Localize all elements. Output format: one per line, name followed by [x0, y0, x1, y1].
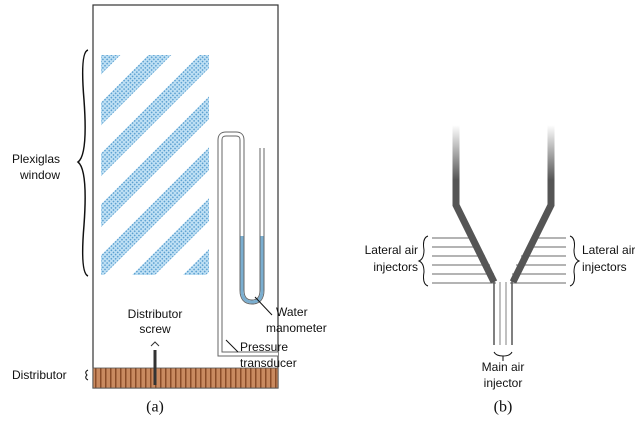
label: Pressure	[240, 340, 288, 354]
brace	[569, 235, 581, 287]
label: window	[19, 168, 60, 182]
funnel	[452, 125, 555, 284]
brace	[493, 351, 513, 361]
brace	[417, 235, 429, 287]
label: Water	[276, 305, 308, 319]
screw-arrow	[150, 341, 160, 347]
brace	[85, 369, 89, 381]
distributor-plate	[92, 367, 279, 389]
label: injectors	[582, 260, 627, 274]
label: screw	[139, 322, 171, 336]
label: manometer	[266, 321, 327, 335]
label: Plexiglas	[12, 152, 60, 166]
column	[92, 4, 279, 389]
window-hatch	[101, 55, 209, 275]
manometer	[217, 131, 278, 357]
caption: (a)	[146, 399, 164, 416]
label: Distributor	[128, 307, 183, 321]
label: Main air	[482, 360, 525, 374]
label: injector	[484, 376, 523, 390]
label: injectors	[373, 260, 418, 274]
label: transducer	[240, 356, 297, 370]
brace	[76, 49, 89, 277]
label: Lateral air	[365, 243, 418, 257]
label: Lateral air	[582, 243, 635, 257]
caption: (b)	[494, 399, 513, 416]
label: Distributor	[12, 368, 67, 382]
injector-lines	[432, 237, 566, 284]
main-tube	[493, 280, 513, 345]
